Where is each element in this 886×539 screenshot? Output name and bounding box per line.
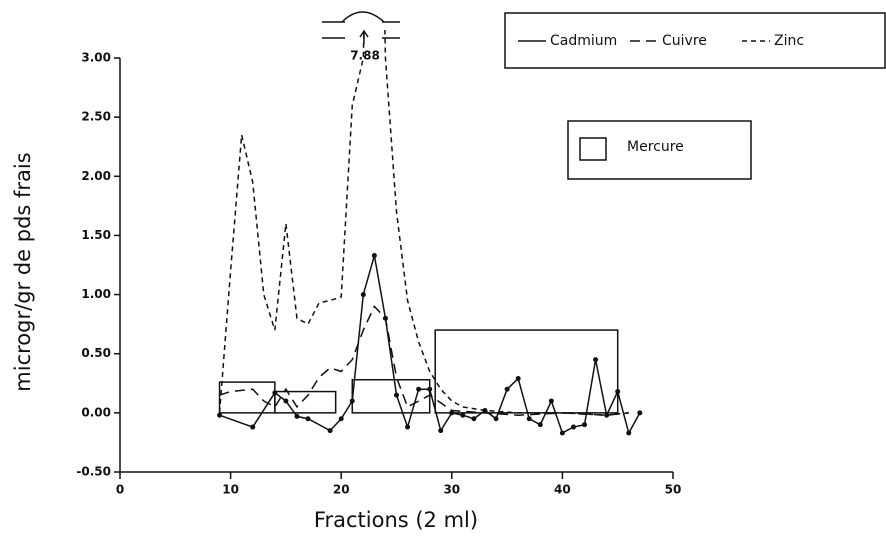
x-axis-title: Fractions (2 ml) bbox=[314, 508, 478, 532]
data-point bbox=[570, 424, 576, 430]
data-point bbox=[626, 430, 632, 436]
data-point bbox=[371, 253, 377, 259]
x-tick-label: 0 bbox=[116, 483, 124, 497]
data-point bbox=[493, 416, 499, 422]
data-point bbox=[593, 357, 599, 363]
data-point bbox=[637, 410, 643, 416]
y-tick-label: -0.50 bbox=[76, 465, 111, 479]
data-point bbox=[526, 416, 532, 422]
data-point bbox=[471, 416, 477, 422]
data-point bbox=[416, 386, 422, 392]
y-tick-label: 2.50 bbox=[81, 110, 111, 124]
legend-label: Zinc bbox=[774, 33, 804, 49]
data-point bbox=[504, 386, 510, 392]
bar bbox=[351, 378, 431, 414]
data-point bbox=[548, 398, 554, 404]
data-point bbox=[338, 416, 344, 422]
y-tick-label: 3.00 bbox=[81, 51, 111, 65]
annotation: 7.88 bbox=[350, 49, 380, 63]
y-tick-label: 2.00 bbox=[81, 169, 111, 183]
data-point bbox=[405, 424, 411, 430]
data-point bbox=[305, 416, 311, 422]
y-tick-label: 1.50 bbox=[81, 228, 111, 242]
data-point bbox=[283, 398, 289, 404]
data-point bbox=[394, 392, 399, 398]
axis-break bbox=[322, 11, 400, 44]
legend-swatch bbox=[579, 137, 607, 161]
x-tick-label: 20 bbox=[333, 483, 350, 497]
legend bbox=[504, 12, 886, 69]
data-point bbox=[537, 422, 543, 428]
legend bbox=[567, 120, 752, 180]
series-line bbox=[219, 305, 629, 416]
data-point bbox=[582, 422, 588, 428]
legend-label: Mercure bbox=[627, 139, 684, 155]
data-point bbox=[294, 413, 300, 419]
y-tick-label: 1.00 bbox=[81, 287, 111, 301]
bar bbox=[218, 381, 276, 414]
data-point bbox=[438, 428, 444, 434]
data-point bbox=[515, 376, 521, 382]
y-tick-label: 0.00 bbox=[81, 405, 111, 419]
legend-label: Cuivre bbox=[662, 33, 707, 49]
x-tick-label: 40 bbox=[554, 483, 571, 497]
y-tick-label: 0.50 bbox=[81, 346, 111, 360]
data-point bbox=[360, 292, 366, 298]
data-point bbox=[250, 424, 256, 430]
plot-area bbox=[217, 30, 643, 436]
x-tick-label: 50 bbox=[665, 483, 682, 497]
series-line bbox=[218, 30, 629, 416]
y-axis-title: microgr/gr de pds frais bbox=[11, 152, 35, 391]
data-point bbox=[559, 430, 565, 436]
x-tick-label: 10 bbox=[222, 483, 239, 497]
bar bbox=[434, 329, 619, 414]
bar bbox=[274, 390, 337, 414]
x-tick-label: 30 bbox=[443, 483, 460, 497]
data-point bbox=[460, 412, 466, 418]
data-point bbox=[217, 412, 223, 418]
data-point bbox=[327, 428, 333, 434]
legend-label: Cadmium bbox=[550, 33, 617, 49]
